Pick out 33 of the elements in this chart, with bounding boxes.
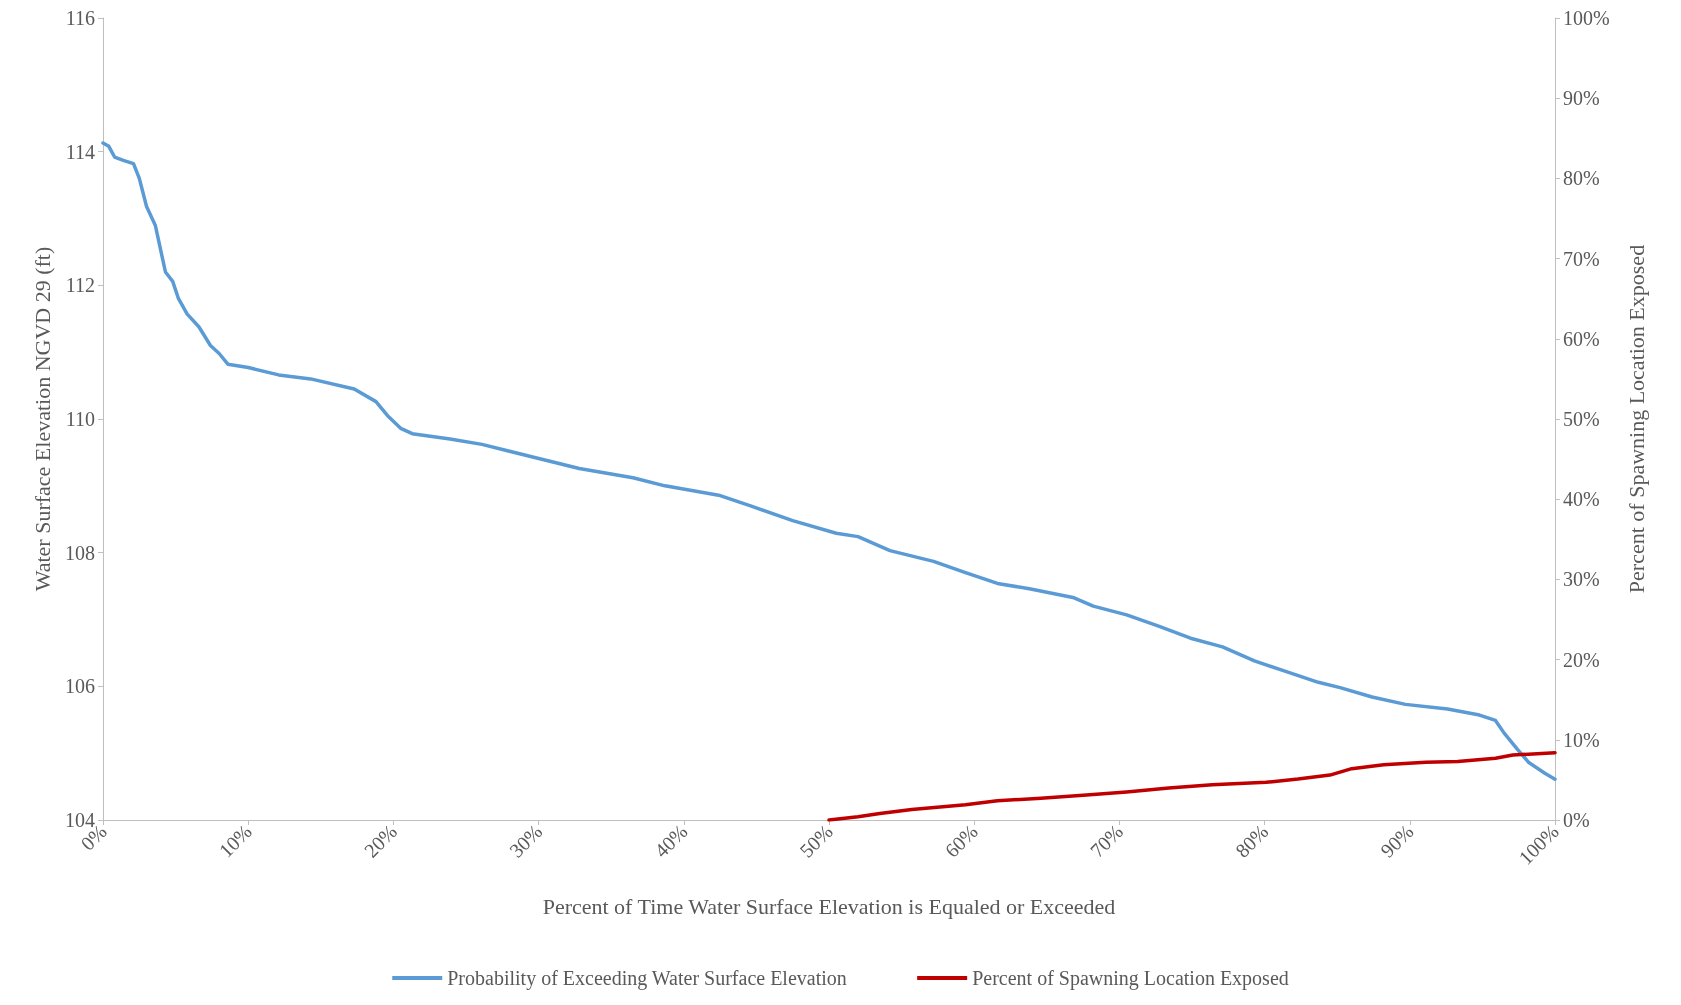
x-axis-title: Percent of Time Water Surface Elevation is Equaled or Exceeded xyxy=(542,893,1116,919)
y2-tick-label: 30% xyxy=(1563,568,1600,591)
y-tick-label: 114 xyxy=(65,140,95,163)
x-tick-label: 90% xyxy=(1376,820,1418,862)
y2-axis-title: Percent of Spawning Location Exposed xyxy=(1623,244,1649,594)
x-tick-label: 60% xyxy=(940,820,982,862)
x-tick-label: 20% xyxy=(359,820,402,862)
x-tick-label: 80% xyxy=(1230,820,1273,862)
line-series xyxy=(101,141,1557,781)
y2-tick-label: 60% xyxy=(1563,327,1600,350)
x-tick-label: 70% xyxy=(1085,820,1128,862)
y-tick-label: 106 xyxy=(65,675,95,698)
y2-tick-label: 100% xyxy=(1563,7,1610,29)
y2-tick-label: 10% xyxy=(1563,728,1600,751)
y2-tick-label: 90% xyxy=(1563,87,1600,110)
y-tick-label: 112 xyxy=(65,274,95,297)
y2-tick-label: 50% xyxy=(1563,408,1600,430)
y-tick-label: 110 xyxy=(65,408,95,430)
y-tick-label: 108 xyxy=(65,541,95,564)
y2-tick-label: 70% xyxy=(1563,247,1600,270)
x-tick-label: 10% xyxy=(214,820,256,862)
x-tick-label: 40% xyxy=(650,820,692,862)
x-tick-label: 50% xyxy=(795,820,837,862)
line-series xyxy=(827,750,1557,822)
legend-label: Probability of Exceeding Water Surface Elevation xyxy=(447,967,847,990)
y-axis-title: Water Surface Elevation NGVD 29 (ft) xyxy=(29,246,55,592)
y-tick-label: 104 xyxy=(65,809,95,831)
x-tick-label: 30% xyxy=(504,820,547,862)
y-tick-label: 116 xyxy=(65,7,95,29)
y2-tick-label: 40% xyxy=(1563,488,1600,511)
y2-tick-label: 20% xyxy=(1563,648,1600,671)
legend-label: Percent of Spawning Location Exposed xyxy=(972,967,1289,990)
y2-tick-label: 80% xyxy=(1563,167,1600,190)
